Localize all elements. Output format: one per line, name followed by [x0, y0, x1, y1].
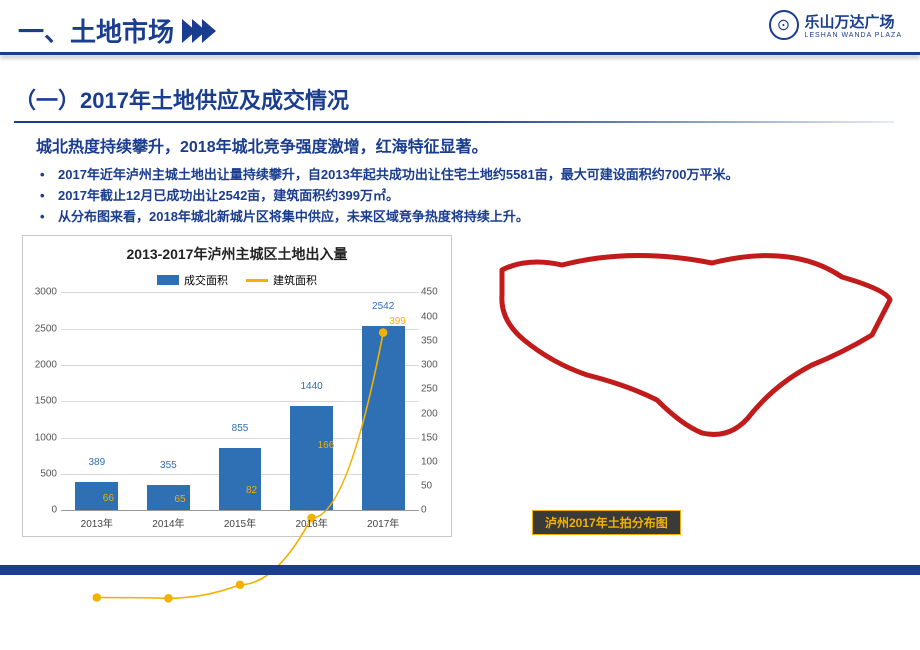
line-value-label: 66	[103, 493, 114, 504]
header-title: 一、土地市场	[18, 12, 174, 49]
chart-title: 2013-2017年泸州主城区土地出入量	[27, 244, 447, 264]
y-right-tick: 150	[421, 432, 445, 443]
x-tick: 2015年	[204, 511, 276, 532]
subtitle-underline	[14, 121, 894, 123]
map-caption: 泸州2017年土拍分布图	[532, 510, 681, 535]
swatch-line-icon	[246, 279, 268, 282]
brand-name-en: LESHAN WANDA PLAZA	[805, 32, 903, 39]
chart-plot: 0500100015002000250030000501001502002503…	[61, 292, 419, 532]
y-right-tick: 50	[421, 481, 445, 492]
brand-name-cn: 乐山万达广场	[805, 11, 903, 32]
line-value-label: 166	[318, 440, 335, 451]
y-right-tick: 300	[421, 360, 445, 371]
y-right-tick: 400	[421, 311, 445, 322]
line-value-label: 399	[389, 316, 406, 327]
legend-bar: 成交面积	[157, 272, 228, 288]
subtitle: （一）2017年土地供应及成交情况	[14, 83, 920, 115]
brand-logo: ⊙ 乐山万达广场 LESHAN WANDA PLAZA	[769, 10, 903, 40]
chevrons-icon	[186, 19, 216, 43]
x-tick: 2013年	[61, 511, 133, 532]
bullet-item: 从分布图来看，2018年城北新城片区将集中供应，未来区域竞争热度将持续上升。	[40, 207, 920, 228]
y-right-tick: 250	[421, 384, 445, 395]
lead-text: 城北热度持续攀升，2018年城北竞争强度激增，红海特征显著。	[36, 133, 920, 157]
y-left-tick: 2000	[31, 360, 57, 371]
line-value-label: 65	[174, 494, 185, 505]
y-left-tick: 500	[31, 469, 57, 480]
x-tick: 2016年	[276, 511, 348, 532]
header-divider	[0, 52, 920, 55]
y-left-tick: 2500	[31, 323, 57, 334]
y-left-tick: 0	[31, 505, 57, 516]
bullet-item: 2017年近年泸州主城土地出让量持续攀升，自2013年起共成功出让住宅土地约55…	[40, 165, 920, 186]
line-value-label: 82	[246, 485, 257, 496]
y-right-tick: 450	[421, 287, 445, 298]
content-row: 2013-2017年泸州主城区土地出入量 成交面积 建筑面积 050010001…	[0, 235, 920, 537]
legend-line-label: 建筑面积	[273, 272, 317, 288]
legend-line: 建筑面积	[246, 272, 317, 288]
brand-logo-icon: ⊙	[769, 10, 799, 40]
bullet-item: 2017年截止12月已成功出让2542亩，建筑面积约399万㎡。	[40, 186, 920, 207]
y-right-tick: 350	[421, 335, 445, 346]
y-left-tick: 3000	[31, 287, 57, 298]
slide-header: 一、土地市场 ⊙ 乐山万达广场 LESHAN WANDA PLAZA	[0, 0, 920, 53]
swatch-bar-icon	[157, 275, 179, 285]
bullet-list: 2017年近年泸州主城土地出让量持续攀升，自2013年起共成功出让住宅土地约55…	[40, 165, 920, 227]
y-left-tick: 1500	[31, 396, 57, 407]
y-right-tick: 200	[421, 408, 445, 419]
bottom-border	[0, 565, 920, 575]
x-tick: 2017年	[347, 511, 419, 532]
x-axis: 2013年2014年2015年2016年2017年	[61, 510, 419, 532]
legend-bar-label: 成交面积	[184, 272, 228, 288]
chart-panel: 2013-2017年泸州主城区土地出入量 成交面积 建筑面积 050010001…	[22, 235, 452, 537]
y-right-tick: 100	[421, 456, 445, 467]
y-right-tick: 0	[421, 505, 445, 516]
y-left-tick: 1000	[31, 432, 57, 443]
x-tick: 2014年	[133, 511, 205, 532]
map-outline-icon	[482, 235, 902, 470]
map-panel: 泸州2017年土拍分布图	[452, 235, 920, 537]
chart-legend: 成交面积 建筑面积	[27, 272, 447, 288]
slide: 一、土地市场 ⊙ 乐山万达广场 LESHAN WANDA PLAZA （一）20…	[0, 0, 920, 575]
